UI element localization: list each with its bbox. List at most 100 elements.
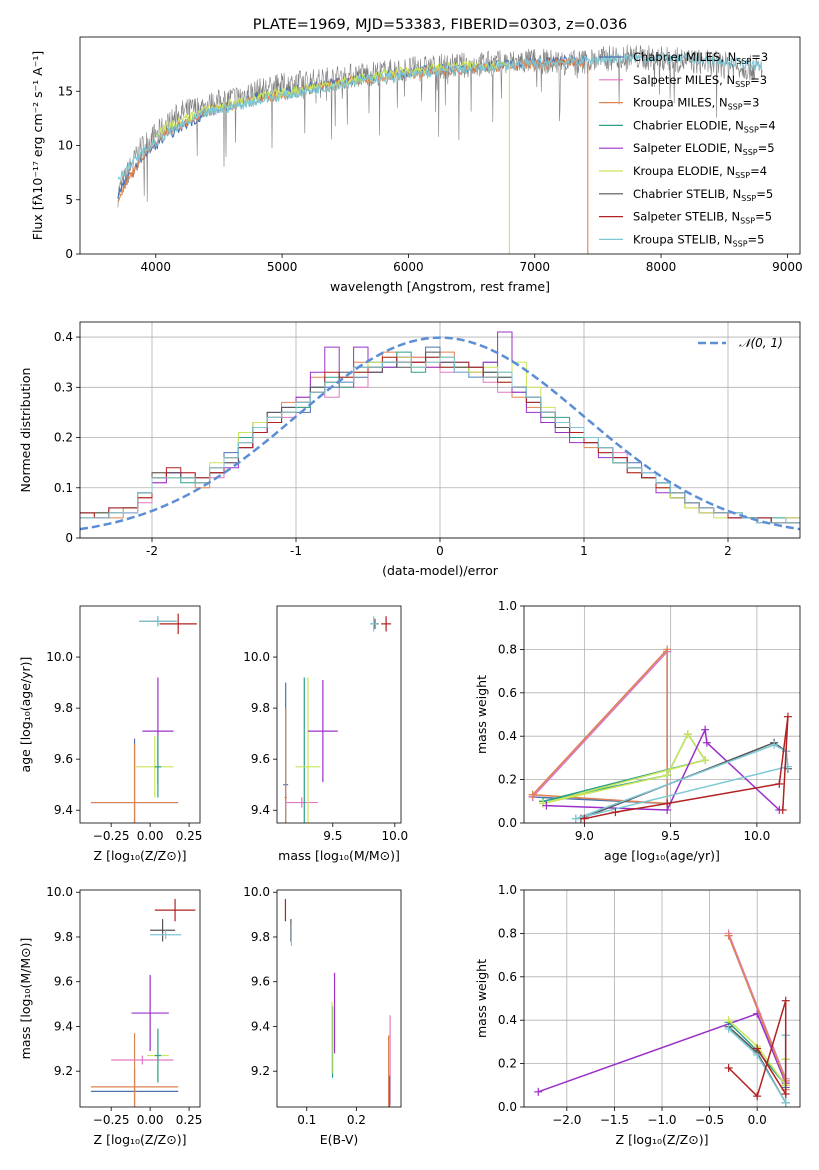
y-tick-label: 10.0: [243, 885, 270, 899]
legend-nssp-subscript: SSP: [743, 148, 758, 157]
y-tick-label: 0: [65, 247, 73, 261]
x-tick-label: 0.1: [297, 1113, 316, 1127]
legend-label: 𝒩(0, 1): [739, 336, 783, 350]
legend-label: Chabrier ELODIE, NSSP=4: [633, 118, 776, 134]
x-tick-label: −2.0: [552, 1113, 581, 1127]
y-tick-label: 5: [65, 193, 73, 207]
x-tick-label: -1: [290, 544, 302, 558]
legend-series-name: Salpeter MILES: [633, 73, 719, 87]
axes-frame: [79, 36, 801, 255]
weight-plot-area: [528, 645, 792, 823]
y-tick-label: 0.6: [498, 970, 517, 984]
legend-label: Kroupa STELIB, NSSP=5: [633, 232, 764, 248]
legend-nssp-subscript: SSP: [735, 80, 750, 89]
x-axis-label: wavelength [Angstrom, rest frame]: [330, 279, 550, 294]
weight-line: [727, 933, 787, 1080]
y-tick-label: 0.6: [498, 686, 517, 700]
legend-nssp-subscript: SSP: [733, 239, 748, 248]
residual-histogram-panel: -2 -1 0 1 2 0 0.1 0.2 0.3 0.4 (data-model)/error No…: [18, 321, 801, 578]
legend-series-name: Kroupa STELIB: [633, 232, 717, 246]
legend-series-name: Kroupa MILES: [633, 96, 712, 110]
legend-nssp-subscript: SSP: [741, 194, 756, 203]
y-tick-label: 0.0: [498, 1100, 517, 1114]
legend-nssp-value: =5: [755, 210, 772, 224]
legend-nssp-value: =4: [750, 164, 767, 178]
normal-curve: [80, 336, 800, 531]
y-tick-label: 9.4: [251, 803, 270, 817]
x-axis-label: Z [log₁₀(Z/Z⊙)]: [94, 848, 187, 863]
y-axis-label: mass weight: [474, 959, 489, 1038]
chart-title: PLATE=1969, MJD=53383, FIBERID=0303, z=0…: [253, 17, 627, 33]
errorbar-plot-area: [90, 613, 197, 823]
legend-nssp-value: =3: [750, 73, 767, 87]
legend-nssp-subscript: SSP: [736, 57, 751, 66]
x-tick-label: −1.0: [647, 1113, 676, 1127]
x-tick-label: 0.00: [137, 1113, 164, 1127]
weight-vs-age-panel: 9.0 9.5 10.0 0.0 0.2 0.4 0.6 0.8 1.0 age [log₁₀(a…: [474, 599, 801, 863]
y-axis-label: mass [log₁₀(M/M⊙)]: [18, 938, 33, 1060]
legend-series-name: Salpeter STELIB: [633, 210, 724, 224]
age-vs-metallicity-panel: −0.25 0.00 0.25 9.4 9.6 9.8 10.0 Z [log₁₀(Z/Z⊙)…: [18, 605, 203, 863]
y-axis-label: Flux [fλ10⁻¹⁷ erg cm⁻² s⁻¹ A⁻¹]: [30, 51, 45, 240]
x-axis-label: E(B-V): [320, 1132, 359, 1147]
x-tick-label: -2: [146, 544, 158, 558]
x-tick-label: 7000: [519, 260, 550, 274]
weight-line: [584, 716, 789, 820]
x-tick-label: 6000: [393, 260, 424, 274]
y-axis-label: mass weight: [474, 675, 489, 754]
legend-nssp-prefix: , N: [725, 187, 741, 201]
y-tick-label: 9.4: [54, 1019, 73, 1033]
legend-nssp-prefix: , N: [727, 141, 743, 155]
axes-frame: [79, 605, 201, 824]
legend-nssp-prefix: , N: [728, 118, 744, 132]
y-tick-label: 0: [65, 531, 73, 545]
legend-nssp-prefix: , N: [712, 96, 728, 110]
age-vs-mass-panel: 9.5 10.0 9.4 9.6 9.8 10.0 mass [log₁₀(M/M⊙)]: [243, 605, 408, 863]
x-axis-label: Z [log₁₀(Z/Z⊙)]: [94, 1132, 187, 1147]
x-tick-label: 5000: [267, 260, 298, 274]
weight-line: [532, 649, 668, 804]
y-tick-label: 9.6: [54, 975, 73, 989]
x-tick-label: 0.25: [176, 1113, 203, 1127]
legend-label: Chabrier MILES, NSSP=3: [633, 50, 768, 66]
y-tick-label: 0.4: [54, 330, 73, 344]
axes-frame: [79, 889, 201, 1108]
legend-nssp-subscript: SSP: [744, 125, 759, 134]
legend-nssp-prefix: , N: [724, 210, 740, 224]
y-axis-label: age [log₁₀(age/yr)]: [18, 657, 33, 773]
legend-series-name: Kroupa ELODIE: [633, 164, 719, 178]
axes-frame: [523, 889, 801, 1108]
spectrum-panel: 4000 5000 6000 7000 8000 9000 0 5 10 15 PLATE=1969…: [30, 17, 803, 294]
axes-frame: [276, 889, 402, 1108]
legend-nssp-value: =5: [758, 141, 775, 155]
y-tick-label: 9.2: [251, 1064, 270, 1078]
legend-label: Salpeter STELIB, NSSP=5: [633, 210, 772, 226]
y-tick-label: 0.2: [54, 431, 73, 445]
x-tick-label: 10.0: [744, 829, 771, 843]
histogram-plot-area: [80, 331, 800, 531]
x-tick-label: 10.0: [381, 829, 408, 843]
y-tick-label: 0.1: [54, 481, 73, 495]
legend-series-name: Chabrier ELODIE: [633, 118, 728, 132]
axes-frame: [276, 605, 402, 824]
x-tick-label: 0.25: [176, 829, 203, 843]
x-axis-label: Z [log₁₀(Z/Z⊙)]: [616, 1132, 709, 1147]
x-tick-label: −1.5: [600, 1113, 629, 1127]
y-tick-label: 9.6: [251, 752, 270, 766]
y-tick-label: 9.8: [54, 701, 73, 715]
y-tick-label: 1.0: [498, 883, 517, 897]
x-axis-label: age [log₁₀(age/yr)]: [604, 848, 720, 863]
y-tick-label: 0.8: [498, 926, 517, 940]
legend-label: Chabrier STELIB, NSSP=5: [633, 187, 773, 203]
legend-nssp-value: =5: [756, 187, 773, 201]
legend-label: Salpeter ELODIE, NSSP=5: [633, 141, 775, 157]
x-tick-label: 0: [436, 544, 444, 558]
x-tick-label: 2: [724, 544, 732, 558]
y-tick-label: 9.6: [251, 975, 270, 989]
legend-nssp-value: =3: [743, 96, 760, 110]
legend-nssp-subscript: SSP: [740, 217, 755, 226]
y-tick-label: 10.0: [46, 885, 73, 899]
legend: 𝒩(0, 1): [698, 336, 783, 350]
